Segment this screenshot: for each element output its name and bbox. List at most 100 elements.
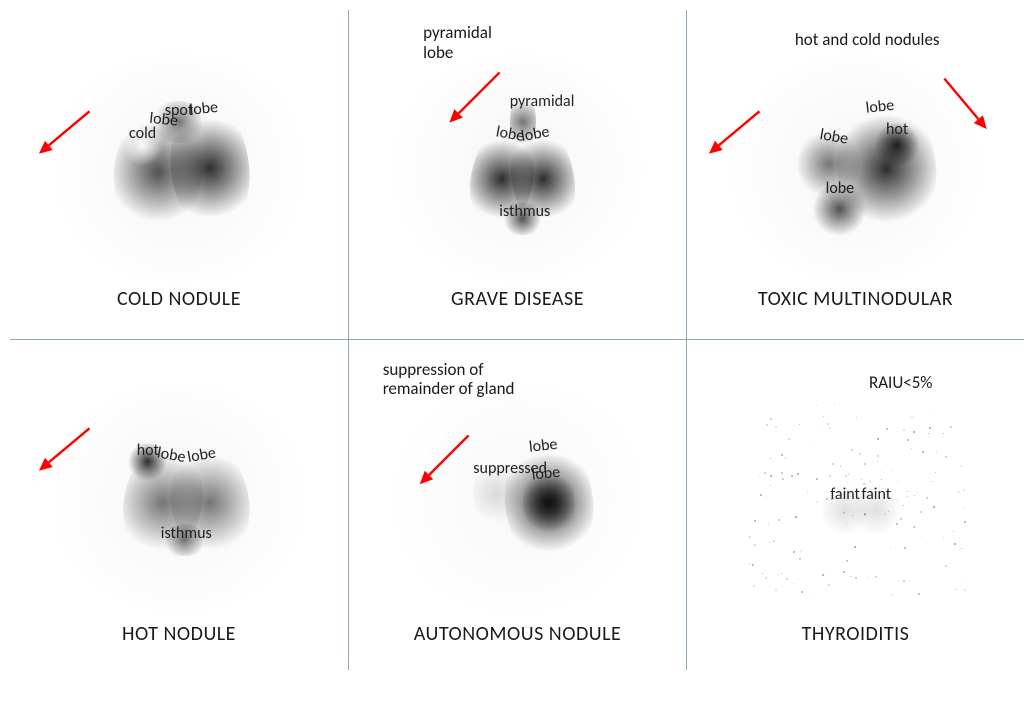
noise-speck — [799, 424, 800, 425]
noise-speck — [877, 438, 879, 440]
noise-speck — [843, 512, 845, 514]
noise-speck — [801, 591, 803, 593]
isthmus-blob: isthmus — [499, 202, 546, 234]
pyramidal-blob: pyramidal — [510, 92, 536, 152]
isthmus-blob: isthmus — [161, 524, 208, 556]
hot-blob: hot — [871, 120, 923, 171]
noise-speck — [870, 481, 871, 482]
lobe-blob: lobe — [792, 122, 866, 205]
noise-speck — [914, 495, 915, 496]
noise-speck — [964, 521, 966, 523]
noise-speck — [950, 426, 952, 428]
noise-speck — [766, 424, 768, 426]
noise-speck — [964, 583, 965, 584]
noise-speck — [845, 475, 847, 477]
noise-speck — [918, 593, 920, 595]
noise-speck — [754, 520, 756, 522]
scintigram-canvas: lobelobehotisthmus — [49, 383, 309, 613]
noise-speck — [823, 429, 824, 430]
noise-speck — [762, 573, 763, 574]
hot_nodule-caption: HOT NODULE — [122, 622, 236, 646]
noise-speck — [754, 544, 756, 546]
toxic_multinodular-annotation: hot and cold nodules — [795, 30, 940, 50]
noise-speck — [799, 558, 801, 560]
noise-speck — [822, 574, 824, 576]
noise-speck — [884, 513, 886, 515]
noise-speck — [903, 429, 905, 431]
noise-speck — [863, 483, 865, 485]
scintigram-canvas: lobelobesuppressed — [388, 383, 648, 613]
background-haze — [49, 383, 309, 613]
background-haze — [49, 53, 309, 283]
noise-speck — [775, 426, 777, 428]
noise-speck — [840, 466, 841, 467]
noise-speck — [843, 571, 845, 573]
graves_disease-caption: GRAVE DISEASE — [451, 287, 584, 311]
lobe-blob: lobe — [830, 92, 943, 244]
noise-speck — [890, 547, 891, 548]
noise-speck — [945, 456, 947, 458]
noise-speck — [782, 478, 784, 480]
noise-speck — [770, 475, 772, 477]
noise-speck — [913, 526, 915, 528]
noise-speck — [781, 573, 782, 574]
noise-speck — [847, 482, 848, 483]
panel-graves_disease: lobelobeisthmuspyramidalpyramidallobeGRA… — [348, 10, 686, 340]
noise-speck — [920, 536, 921, 537]
noise-speck — [828, 584, 830, 586]
noise-speck — [964, 507, 965, 508]
background-haze — [388, 53, 648, 283]
noise-speck — [900, 518, 902, 520]
noise-speck — [907, 439, 909, 441]
noise-speck — [911, 448, 912, 449]
noise-speck — [886, 428, 888, 430]
noise-speck — [846, 524, 847, 525]
noise-speck — [864, 513, 866, 515]
noise-speck — [916, 492, 917, 493]
noise-speck — [800, 551, 801, 552]
noise-speck — [793, 551, 795, 553]
lobe-blob: lobe — [164, 95, 256, 240]
noise-speck — [936, 451, 937, 452]
noise-speck — [854, 546, 856, 548]
noise-speck — [961, 548, 962, 549]
noise-speck — [954, 543, 956, 545]
scintigram-canvas: lobelobeisthmuspyramidal — [388, 53, 648, 283]
noise-speck — [926, 497, 928, 499]
noise-speck — [807, 489, 808, 490]
noise-speck — [887, 464, 888, 465]
noise-speck — [859, 453, 861, 455]
noise-speck — [765, 577, 767, 579]
noise-speck — [785, 458, 786, 459]
noise-speck — [797, 473, 799, 475]
noise-speck — [754, 561, 755, 562]
noise-speck — [907, 496, 908, 497]
spot-blob: spot — [150, 101, 207, 142]
noise-speck — [963, 489, 965, 491]
noise-speck — [759, 476, 760, 477]
noise-speck — [829, 427, 831, 429]
noise-speck — [829, 568, 830, 569]
noise-speck — [856, 417, 857, 418]
noise-speck — [768, 523, 769, 524]
noise-speck — [749, 536, 751, 538]
noise-speck — [881, 479, 882, 480]
noise-speck — [945, 565, 947, 567]
noise-speck — [769, 542, 770, 543]
noise-speck — [891, 594, 893, 596]
noise-speck — [834, 404, 835, 405]
noise-speck — [957, 491, 958, 492]
noise-speck — [831, 498, 833, 500]
noise-speck — [760, 494, 762, 496]
suppressed-blob: suppressed — [473, 459, 520, 528]
noise-speck — [864, 463, 866, 465]
noise-speck — [851, 449, 853, 451]
noise-speck — [928, 433, 929, 434]
panel-thyroiditis: faintfaintRAIU<5%THYROIDITIS — [686, 340, 1024, 670]
thyroiditis-caption: THYROIDITIS — [802, 622, 910, 646]
autonomous_nodule-caption: AUTONOMOUS NODULE — [414, 622, 622, 646]
panel-autonomous_nodule: lobelobesuppressedsuppression ofremainde… — [348, 340, 686, 670]
noise-speck — [812, 595, 813, 596]
noise-speck — [875, 576, 877, 578]
lobe-blob: lobe — [462, 120, 543, 240]
